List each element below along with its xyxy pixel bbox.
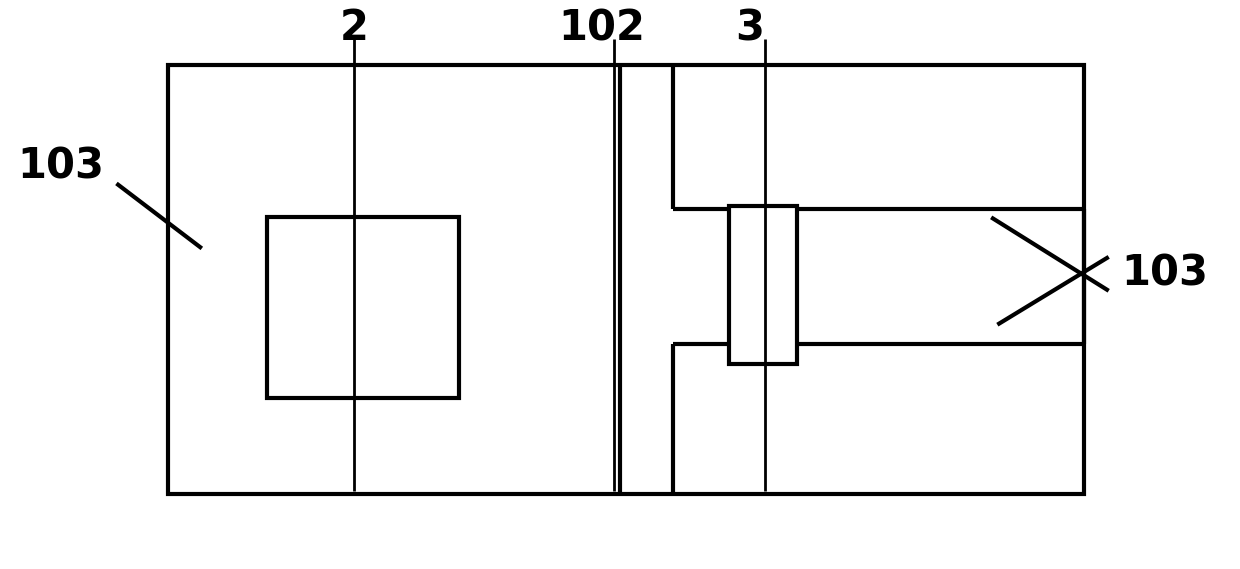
Bar bbox=[729, 206, 797, 364]
Text: 2: 2 bbox=[340, 7, 368, 49]
Text: 103: 103 bbox=[1121, 253, 1208, 295]
Text: 103: 103 bbox=[17, 146, 104, 188]
Text: 3: 3 bbox=[735, 7, 764, 49]
Bar bbox=[169, 65, 1084, 494]
Text: 102: 102 bbox=[558, 7, 645, 49]
Bar bbox=[268, 217, 459, 398]
